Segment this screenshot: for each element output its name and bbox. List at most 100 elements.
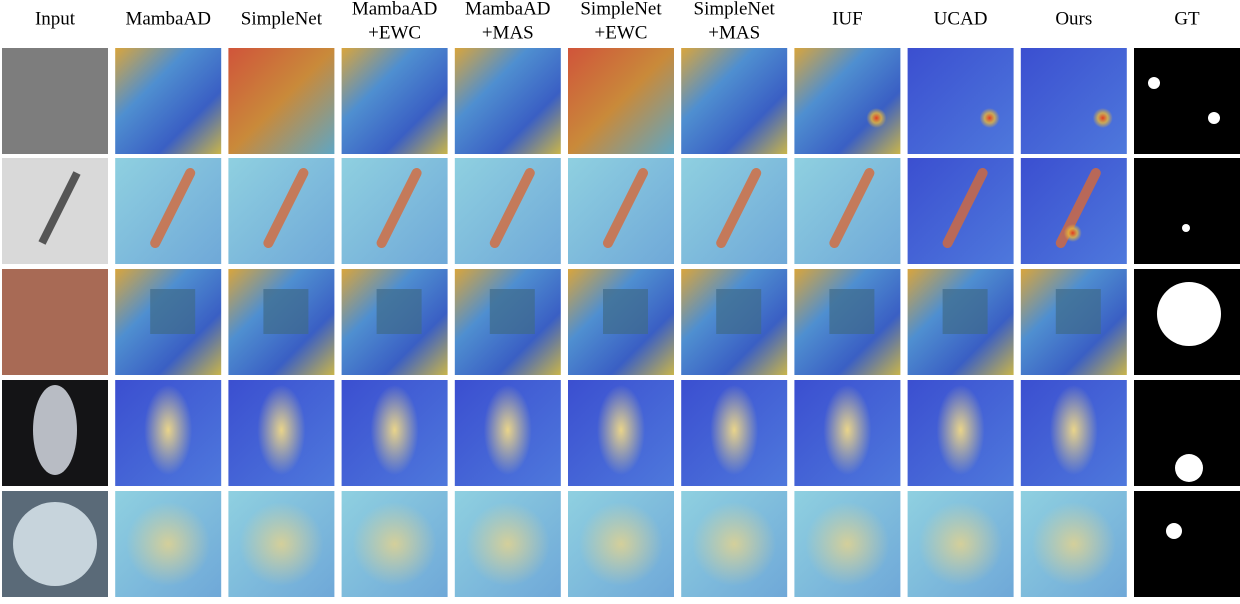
defect-mask bbox=[1208, 112, 1220, 124]
image-cell bbox=[794, 491, 901, 597]
column-header: +EWC bbox=[368, 22, 421, 43]
object bbox=[716, 289, 762, 334]
object bbox=[829, 289, 875, 334]
defect-mask bbox=[1148, 77, 1160, 89]
object bbox=[603, 289, 648, 334]
object bbox=[370, 385, 419, 475]
image-cell bbox=[341, 380, 448, 486]
image-cell bbox=[1134, 269, 1240, 375]
column-header: MambaAD bbox=[465, 0, 550, 19]
anomaly-map bbox=[228, 48, 335, 154]
column-header: IUF bbox=[832, 8, 863, 29]
column-header: +EWC bbox=[595, 22, 648, 43]
defect-mask bbox=[1166, 523, 1182, 539]
image-cell bbox=[1020, 491, 1127, 597]
image-cell bbox=[115, 380, 222, 486]
object bbox=[483, 385, 532, 475]
object bbox=[1049, 385, 1098, 475]
image-cell bbox=[454, 491, 561, 597]
image-cell bbox=[681, 48, 788, 154]
object bbox=[352, 502, 437, 586]
image-cell bbox=[568, 48, 674, 154]
image-cell bbox=[341, 269, 448, 375]
image-cell bbox=[454, 380, 561, 486]
column-header: SimpleNet bbox=[694, 0, 776, 19]
ground-truth bbox=[1134, 491, 1240, 597]
anomaly-map bbox=[1020, 48, 1127, 154]
ground-truth bbox=[1134, 48, 1240, 154]
image-cell bbox=[2, 48, 108, 154]
object bbox=[376, 168, 422, 248]
object bbox=[263, 289, 309, 334]
object bbox=[239, 502, 324, 586]
column-header: Input bbox=[35, 8, 76, 29]
object bbox=[489, 168, 535, 248]
image-cell bbox=[568, 269, 674, 375]
object bbox=[489, 289, 535, 334]
image-cell bbox=[907, 491, 1014, 597]
object bbox=[823, 385, 872, 475]
image-cell bbox=[1020, 48, 1127, 154]
image-cell bbox=[228, 158, 335, 264]
anomaly-map bbox=[115, 48, 222, 154]
anomaly-map bbox=[341, 48, 448, 154]
anomaly-map bbox=[681, 48, 788, 154]
image-cell bbox=[341, 491, 448, 597]
object bbox=[376, 289, 422, 334]
object bbox=[257, 385, 306, 475]
object bbox=[13, 502, 97, 586]
column-header: GT bbox=[1174, 8, 1200, 29]
image-cell bbox=[341, 48, 448, 154]
object bbox=[603, 168, 648, 248]
image-cell bbox=[794, 380, 901, 486]
object bbox=[263, 168, 309, 248]
image-cell bbox=[115, 158, 222, 264]
object bbox=[465, 502, 550, 586]
image-cell bbox=[228, 380, 335, 486]
image-cell bbox=[1020, 158, 1127, 264]
column-header: MambaAD bbox=[125, 8, 210, 29]
anomaly-map bbox=[794, 48, 901, 154]
column-header: SimpleNet bbox=[580, 0, 662, 19]
object bbox=[942, 168, 988, 248]
object bbox=[918, 502, 1003, 586]
image-cell bbox=[1134, 158, 1240, 264]
hotspot bbox=[866, 108, 887, 128]
object bbox=[1031, 502, 1116, 586]
object bbox=[126, 502, 211, 586]
image-cell bbox=[681, 158, 788, 264]
image-cell bbox=[2, 269, 108, 375]
image-cell bbox=[568, 158, 674, 264]
image-cell bbox=[228, 48, 335, 154]
image-cell bbox=[228, 269, 335, 375]
image-cell bbox=[568, 380, 674, 486]
object bbox=[692, 502, 777, 586]
image-cell bbox=[681, 269, 788, 375]
object bbox=[716, 168, 762, 248]
object bbox=[829, 168, 875, 248]
object bbox=[936, 385, 985, 475]
image-cell bbox=[1134, 48, 1240, 154]
image-cell bbox=[1020, 380, 1127, 486]
hotspot bbox=[1063, 224, 1082, 242]
image-cell bbox=[115, 269, 222, 375]
object bbox=[942, 289, 988, 334]
input-image bbox=[2, 48, 108, 154]
column-header: MambaAD bbox=[352, 0, 437, 19]
image-cell bbox=[454, 269, 561, 375]
object bbox=[1055, 289, 1101, 334]
image-cell bbox=[1134, 491, 1240, 597]
image-cell bbox=[568, 491, 674, 597]
image-cell bbox=[794, 158, 901, 264]
image-cell bbox=[1020, 269, 1127, 375]
image-cell bbox=[115, 48, 222, 154]
object bbox=[805, 502, 890, 586]
image-grid bbox=[2, 48, 1240, 597]
input-image bbox=[2, 269, 108, 375]
image-cell bbox=[907, 158, 1014, 264]
column-header: SimpleNet bbox=[241, 8, 323, 29]
column-header: +MAS bbox=[482, 22, 534, 43]
object bbox=[150, 168, 196, 248]
image-cell bbox=[2, 158, 108, 264]
defect-mask bbox=[1182, 224, 1190, 232]
